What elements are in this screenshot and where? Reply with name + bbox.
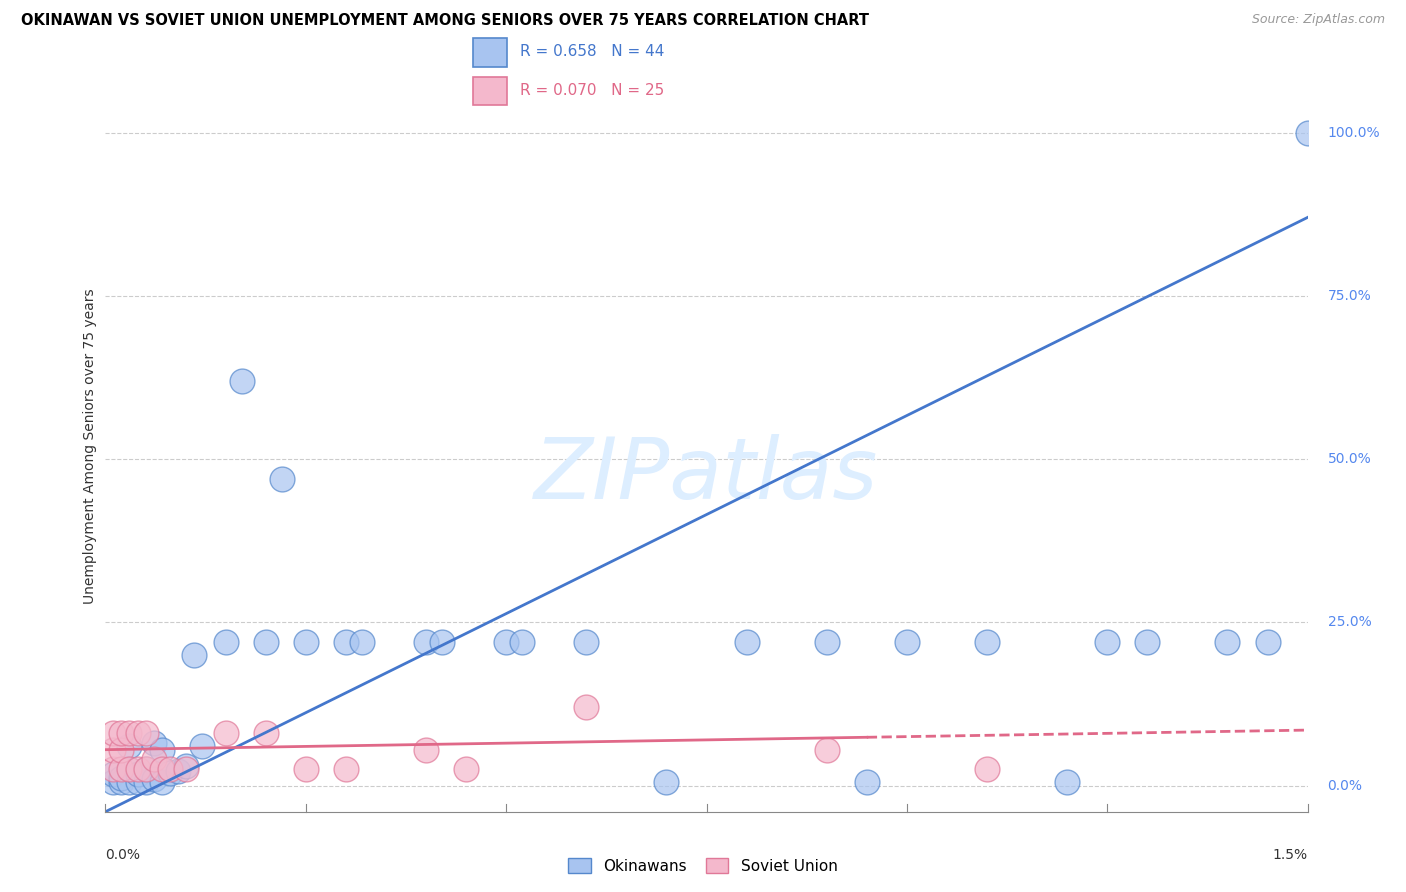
Point (103, 775, 125, 789)
Point (1296, 126, 1319, 140)
Point (103, 762, 125, 776)
Point (118, 762, 141, 776)
Point (142, 752, 165, 766)
Point (183, 648, 205, 662)
Y-axis label: Unemployment Among Seniors over 75 years: Unemployment Among Seniors over 75 years (83, 288, 97, 604)
Point (110, 762, 132, 776)
Text: 75.0%: 75.0% (1327, 289, 1371, 302)
Point (295, 635, 318, 649)
Point (415, 742, 437, 756)
Point (150, 742, 173, 756)
Point (135, 775, 157, 789)
Text: OKINAWAN VS SOVIET UNION UNEMPLOYMENT AMONG SENIORS OVER 75 YEARS CORRELATION CH: OKINAWAN VS SOVIET UNION UNEMPLOYMENT AM… (21, 13, 869, 29)
Point (575, 635, 598, 649)
Text: ZIPatlas: ZIPatlas (534, 434, 879, 516)
Text: 100.0%: 100.0% (1327, 126, 1381, 139)
Point (335, 635, 357, 649)
Point (254, 726, 277, 740)
Point (815, 635, 838, 649)
Point (495, 635, 517, 649)
Point (1136, 635, 1159, 649)
Text: 25.0%: 25.0% (1327, 615, 1371, 630)
Point (110, 771, 132, 785)
Point (159, 765, 181, 780)
Point (103, 726, 125, 740)
Legend: Okinawans, Soviet Union: Okinawans, Soviet Union (562, 852, 844, 880)
Point (127, 767, 149, 781)
Point (350, 635, 373, 649)
Point (1097, 635, 1119, 649)
Point (855, 775, 877, 789)
Point (135, 726, 157, 740)
Text: 0.0%: 0.0% (105, 847, 141, 862)
Point (118, 739, 141, 754)
Text: R = 0.070   N = 25: R = 0.070 N = 25 (520, 83, 664, 98)
Point (166, 764, 188, 779)
Point (231, 374, 253, 388)
Text: 50.0%: 50.0% (1327, 452, 1371, 466)
Point (150, 762, 173, 776)
Point (510, 635, 533, 649)
Point (190, 739, 212, 754)
Text: Source: ZipAtlas.com: Source: ZipAtlas.com (1251, 13, 1385, 27)
FancyBboxPatch shape (474, 38, 508, 67)
Text: 1.5%: 1.5% (1272, 847, 1308, 862)
Point (214, 635, 236, 649)
Point (976, 762, 998, 776)
Point (135, 762, 157, 776)
Text: R = 0.658   N = 44: R = 0.658 N = 44 (520, 45, 664, 59)
Point (896, 635, 918, 649)
Point (295, 762, 318, 776)
Point (735, 635, 758, 649)
Point (415, 635, 437, 649)
Point (127, 726, 149, 740)
Point (127, 762, 149, 776)
Point (270, 472, 292, 486)
Point (103, 767, 125, 781)
Point (454, 762, 477, 776)
Point (159, 762, 181, 776)
Point (655, 775, 678, 789)
Text: 0.0%: 0.0% (1327, 779, 1362, 793)
Point (150, 775, 173, 789)
Point (142, 736, 165, 750)
Point (214, 726, 236, 740)
Point (1257, 635, 1279, 649)
Point (118, 762, 141, 776)
Point (575, 700, 598, 714)
Point (174, 762, 197, 776)
Point (142, 772, 165, 786)
Point (976, 635, 998, 649)
Point (110, 775, 132, 789)
Point (1056, 775, 1078, 789)
Point (118, 775, 141, 789)
Point (110, 742, 132, 756)
FancyBboxPatch shape (474, 77, 508, 105)
Point (254, 635, 277, 649)
Point (430, 635, 453, 649)
Point (815, 742, 838, 756)
Point (103, 742, 125, 756)
Point (174, 759, 197, 773)
Point (1216, 635, 1239, 649)
Point (135, 762, 157, 776)
Point (335, 762, 357, 776)
Point (110, 726, 132, 740)
Point (118, 726, 141, 740)
Point (127, 775, 149, 789)
